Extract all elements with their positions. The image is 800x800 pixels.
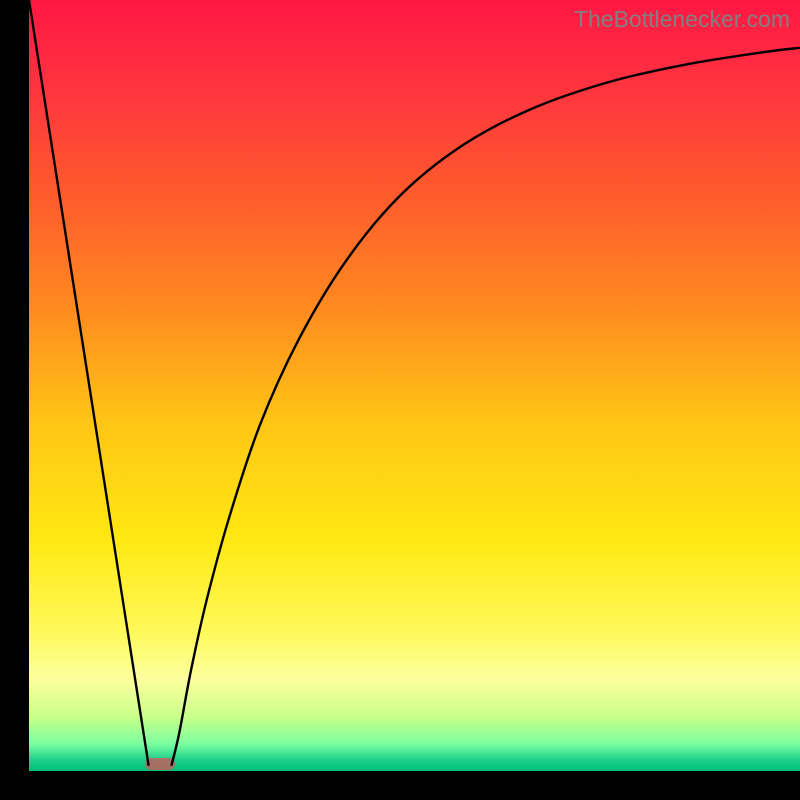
left-falling-line — [29, 0, 149, 765]
bottleneck-curves — [29, 0, 800, 771]
chart-frame: TheBottlenecker.com — [0, 0, 800, 800]
watermark-text: TheBottlenecker.com — [574, 6, 790, 33]
right-rising-curve — [172, 48, 800, 765]
plot-area — [29, 0, 800, 771]
